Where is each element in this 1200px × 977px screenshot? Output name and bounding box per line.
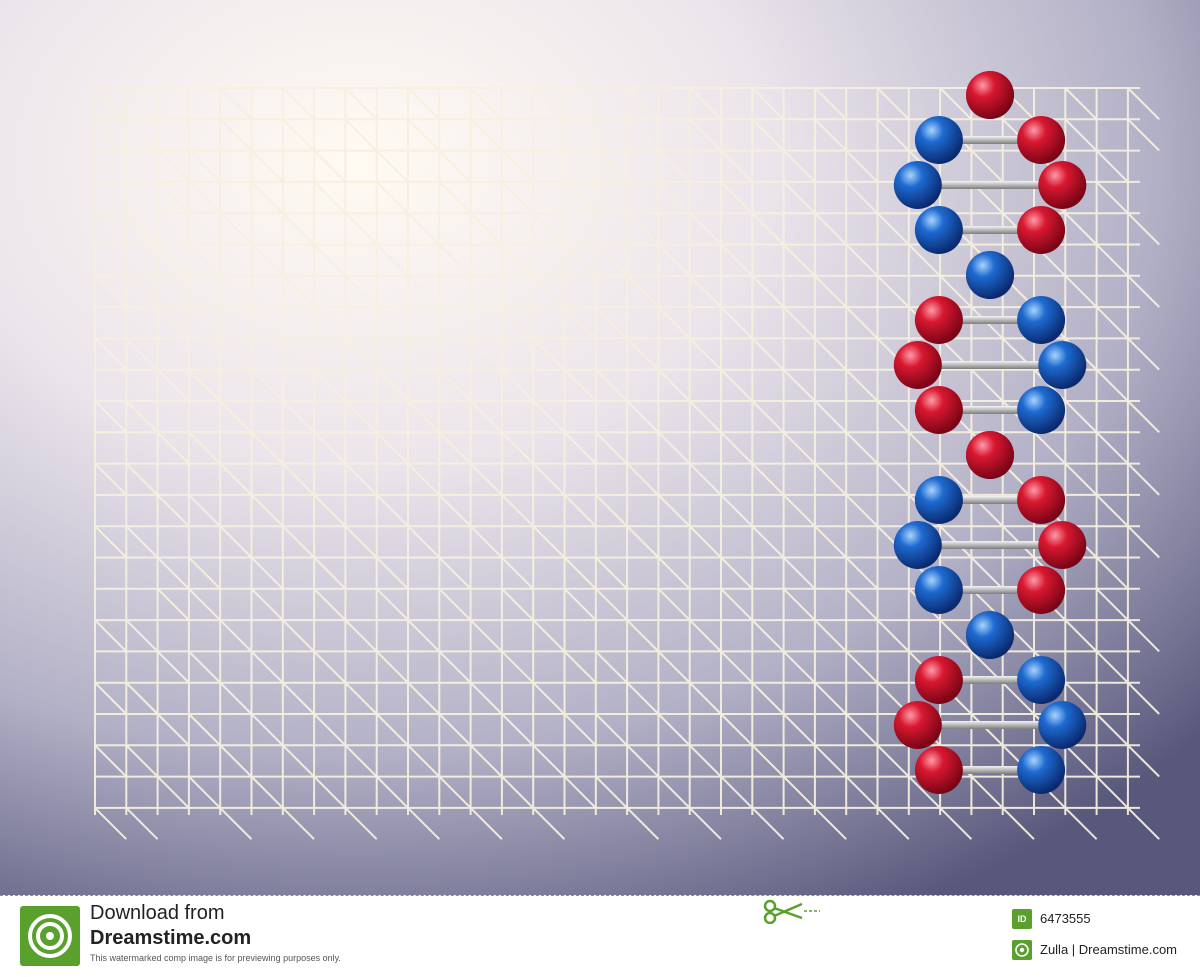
site-name: Dreamstime.com (90, 927, 252, 949)
scissors-icon (763, 899, 820, 924)
base-pair-rod (938, 406, 1042, 414)
image-id: 6473555 (1040, 911, 1091, 926)
base-pair-rod (917, 361, 1063, 369)
artwork-canvas (0, 0, 1200, 895)
base-pair-rod (938, 496, 1042, 504)
dreamstime-logo-icon (20, 906, 80, 966)
footer-bar: Download from Dreamstime.com This waterm… (0, 895, 1200, 977)
red-atom (1017, 476, 1066, 524)
dna-double-helix (893, 71, 1087, 794)
creative-commons-icon (1012, 940, 1032, 960)
blue-atom (914, 566, 963, 614)
red-atom (1017, 566, 1066, 614)
base-pair-rod (938, 676, 1042, 684)
base-pair-rod (938, 766, 1042, 774)
blue-atom (914, 116, 963, 164)
base-pair-rod (917, 181, 1063, 189)
red-atom (1038, 521, 1087, 569)
blue-atom (1017, 746, 1066, 794)
blue-atom (893, 521, 942, 569)
blue-atom (1038, 341, 1087, 389)
blue-atom (1038, 701, 1087, 749)
red-atom (1017, 206, 1066, 254)
blue-atom (1017, 386, 1066, 434)
blue-atom (893, 161, 942, 209)
red-atom (893, 341, 942, 389)
red-atom (1017, 116, 1066, 164)
download-label: Download from (90, 902, 225, 924)
blue-atom (1017, 656, 1066, 704)
base-pair-rod (938, 226, 1042, 234)
base-pair-rod (917, 721, 1063, 729)
blue-atom (914, 476, 963, 524)
id-badge-icon: ID (1012, 909, 1032, 929)
red-atom (914, 656, 963, 704)
base-pair-rod (938, 586, 1042, 594)
red-atom (914, 746, 963, 794)
blue-atom (1017, 296, 1066, 344)
red-atom (914, 296, 963, 344)
red-atom (893, 701, 942, 749)
author-credit: Zulla | Dreamstime.com (1040, 942, 1178, 957)
red-atom (966, 431, 1014, 479)
red-atom (966, 71, 1014, 119)
base-pair-rod (938, 316, 1042, 324)
blue-atom (966, 251, 1014, 299)
blue-atom (966, 611, 1014, 659)
blue-atom (914, 206, 963, 254)
base-pair-rod (917, 541, 1063, 549)
preview-note: This watermarked comp image is for previ… (90, 953, 341, 963)
red-atom (914, 386, 963, 434)
red-atom (1038, 161, 1087, 209)
base-pair-rod (938, 136, 1042, 144)
